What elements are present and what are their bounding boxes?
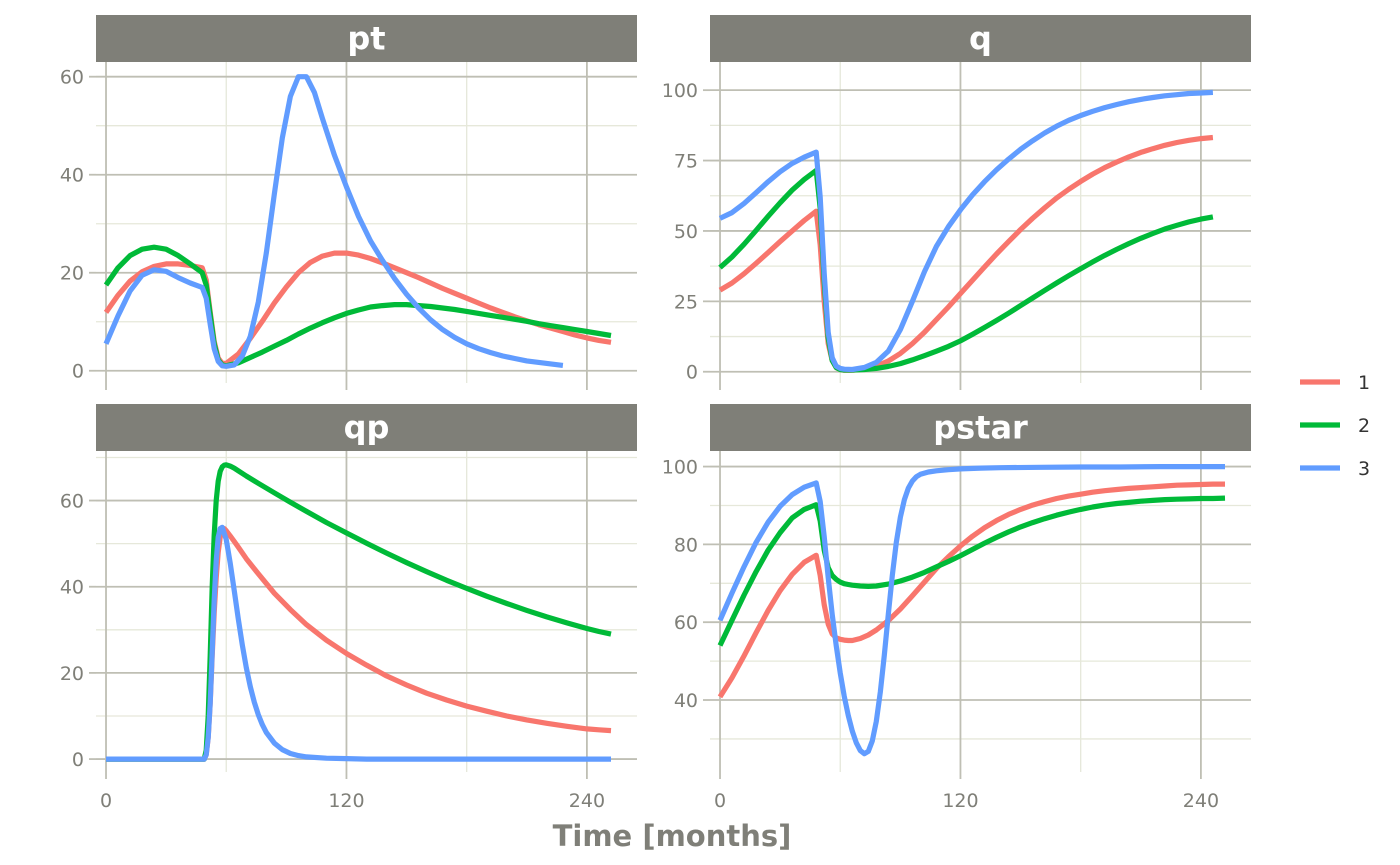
legend-label: 3: [1358, 458, 1370, 480]
facet-strip-label: q: [969, 20, 992, 58]
facet-strip-pt: [96, 15, 637, 62]
series-line-3: [718, 89, 1214, 373]
series-line-2: [717, 495, 1226, 647]
facet-strip-pstar: [710, 404, 1251, 451]
y-tick-label: 100: [662, 457, 698, 479]
x-tick-label: 0: [100, 790, 112, 812]
y-tick-label: 60: [60, 491, 84, 513]
y-tick-label: 60: [60, 67, 84, 89]
facet-strip-label: pt: [347, 20, 385, 58]
x-tick-label: 120: [328, 790, 364, 812]
facet-strip-label: pstar: [933, 409, 1028, 447]
y-tick-label: 0: [686, 362, 698, 384]
series-line-3: [103, 74, 564, 369]
panel-qp: qp 0 20 40 60 0 120 240: [60, 404, 637, 812]
y-tick-label: 20: [60, 663, 84, 685]
y-tick-label: 60: [674, 612, 698, 634]
x-axis-title: Time [months]: [553, 819, 792, 853]
series-line-1: [717, 481, 1225, 699]
y-tick-label: 40: [60, 165, 84, 187]
series-line-3: [717, 464, 1225, 757]
x-tick-label: 240: [1183, 790, 1219, 812]
y-tick-label: 75: [674, 151, 698, 173]
panel-pt: pt 0 20 40 60: [60, 15, 637, 390]
series-line-1: [718, 134, 1214, 373]
series-line-3: [106, 524, 611, 762]
x-tick-label: 0: [714, 790, 726, 812]
facet-strip-label: qp: [344, 409, 390, 447]
legend: 1 2 3: [1300, 372, 1370, 480]
y-tick-label: 80: [674, 534, 698, 556]
series-line-2: [718, 167, 1214, 373]
y-tick-label: 100: [662, 80, 698, 102]
panel-pstar: pstar 40 60 80 100 0 120 240: [662, 404, 1251, 812]
y-tick-label: 50: [674, 221, 698, 243]
legend-label: 2: [1358, 415, 1370, 437]
y-tick-label: 0: [72, 361, 84, 383]
y-tick-label: 20: [60, 263, 84, 285]
y-tick-label: 0: [72, 749, 84, 771]
x-tick-label: 120: [942, 790, 978, 812]
facet-strip-qp: [96, 404, 637, 451]
y-tick-label: 40: [60, 577, 84, 599]
y-tick-label: 40: [674, 690, 698, 712]
panel-q: q 0 25 50 75 100: [662, 15, 1251, 390]
x-tick-label: 240: [569, 790, 605, 812]
facet-strip-q: [710, 15, 1251, 62]
legend-label: 1: [1358, 372, 1370, 394]
y-tick-label: 25: [674, 291, 698, 313]
series-line-2: [103, 244, 612, 369]
